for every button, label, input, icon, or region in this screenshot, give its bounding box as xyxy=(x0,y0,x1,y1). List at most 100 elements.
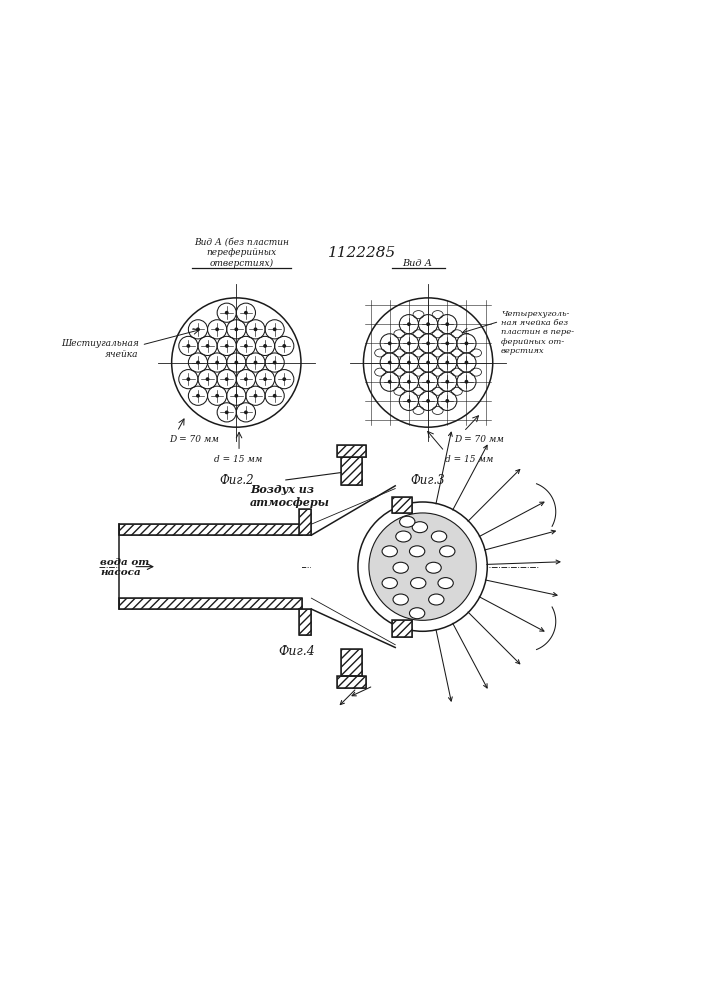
Circle shape xyxy=(187,378,189,380)
Circle shape xyxy=(274,361,276,364)
Text: Вид А (без пластин
переферийных
отверстиях): Вид А (без пластин переферийных отверсти… xyxy=(194,238,289,268)
Circle shape xyxy=(264,345,267,347)
Circle shape xyxy=(465,381,467,383)
Circle shape xyxy=(216,361,218,364)
Text: Фиг.4: Фиг.4 xyxy=(279,645,315,658)
Bar xyxy=(119,598,302,609)
Ellipse shape xyxy=(438,578,453,589)
Ellipse shape xyxy=(409,608,425,619)
Bar xyxy=(337,445,366,457)
Bar xyxy=(299,609,311,635)
Ellipse shape xyxy=(409,546,425,557)
Text: Шестиугальная
ячейка: Шестиугальная ячейка xyxy=(61,339,139,359)
Ellipse shape xyxy=(426,562,441,573)
Circle shape xyxy=(427,400,429,402)
Circle shape xyxy=(427,323,429,325)
Text: d = 15 мм: d = 15 мм xyxy=(214,455,263,464)
Ellipse shape xyxy=(431,531,447,542)
Circle shape xyxy=(255,328,257,331)
Text: Воздух из
атмосферы: Воздух из атмосферы xyxy=(250,484,330,508)
Circle shape xyxy=(226,411,228,414)
Circle shape xyxy=(408,342,410,345)
Circle shape xyxy=(446,342,448,345)
Circle shape xyxy=(245,345,247,347)
Circle shape xyxy=(264,378,267,380)
Circle shape xyxy=(255,395,257,397)
Text: Четырехуголь-
ная ячейка без
пластин в пере-
ферийных от-
верстиях: Четырехуголь- ная ячейка без пластин в п… xyxy=(501,310,574,355)
Circle shape xyxy=(389,342,391,345)
Circle shape xyxy=(283,378,286,380)
Circle shape xyxy=(235,361,238,364)
Circle shape xyxy=(369,513,477,620)
Text: Вид А: Вид А xyxy=(402,259,432,268)
Bar xyxy=(337,445,366,457)
Ellipse shape xyxy=(428,594,444,605)
Circle shape xyxy=(187,345,189,347)
Circle shape xyxy=(245,378,247,380)
Circle shape xyxy=(216,328,218,331)
Circle shape xyxy=(389,381,391,383)
Circle shape xyxy=(226,312,228,314)
Circle shape xyxy=(206,378,209,380)
Ellipse shape xyxy=(396,531,411,542)
Bar xyxy=(337,676,366,688)
Circle shape xyxy=(446,361,448,364)
Bar xyxy=(119,524,302,535)
Ellipse shape xyxy=(411,578,426,589)
Ellipse shape xyxy=(399,516,415,527)
Ellipse shape xyxy=(393,594,409,605)
Bar xyxy=(341,649,362,676)
Polygon shape xyxy=(311,489,395,645)
Text: Фиг.3: Фиг.3 xyxy=(411,474,445,487)
Circle shape xyxy=(274,328,276,331)
Text: 1122285: 1122285 xyxy=(328,246,397,260)
Text: D = 70 мм: D = 70 мм xyxy=(169,435,218,444)
Circle shape xyxy=(408,381,410,383)
Circle shape xyxy=(226,378,228,380)
Circle shape xyxy=(446,400,448,402)
Circle shape xyxy=(408,400,410,402)
Circle shape xyxy=(255,361,257,364)
Bar xyxy=(299,509,311,535)
Circle shape xyxy=(216,395,218,397)
Text: вода от
насоса: вода от насоса xyxy=(100,558,150,577)
Text: Фиг.2: Фиг.2 xyxy=(219,474,254,487)
Bar xyxy=(341,457,362,485)
Bar xyxy=(119,524,302,535)
Bar xyxy=(119,535,302,598)
Circle shape xyxy=(235,395,238,397)
Circle shape xyxy=(465,342,467,345)
Bar xyxy=(392,620,411,637)
Bar xyxy=(299,609,311,635)
Circle shape xyxy=(408,323,410,325)
Circle shape xyxy=(446,323,448,325)
Circle shape xyxy=(197,328,199,331)
Bar xyxy=(392,620,411,637)
Circle shape xyxy=(245,411,247,414)
Circle shape xyxy=(206,345,209,347)
Circle shape xyxy=(427,361,429,364)
Circle shape xyxy=(408,361,410,364)
Bar xyxy=(119,598,302,609)
Bar xyxy=(341,457,362,485)
Circle shape xyxy=(226,345,228,347)
Ellipse shape xyxy=(382,578,397,589)
Circle shape xyxy=(427,342,429,345)
Circle shape xyxy=(274,395,276,397)
Bar xyxy=(392,497,411,513)
Circle shape xyxy=(446,381,448,383)
Text: D = 70 мм: D = 70 мм xyxy=(454,435,504,444)
Circle shape xyxy=(389,361,391,364)
Circle shape xyxy=(245,312,247,314)
Ellipse shape xyxy=(382,546,397,557)
Ellipse shape xyxy=(440,546,455,557)
Circle shape xyxy=(283,345,286,347)
Bar xyxy=(299,509,311,535)
Circle shape xyxy=(235,328,238,331)
Text: d = 15 мм: d = 15 мм xyxy=(445,455,493,464)
Ellipse shape xyxy=(412,522,428,533)
Bar xyxy=(392,497,411,513)
Circle shape xyxy=(197,395,199,397)
Bar xyxy=(337,676,366,688)
Ellipse shape xyxy=(393,562,409,573)
